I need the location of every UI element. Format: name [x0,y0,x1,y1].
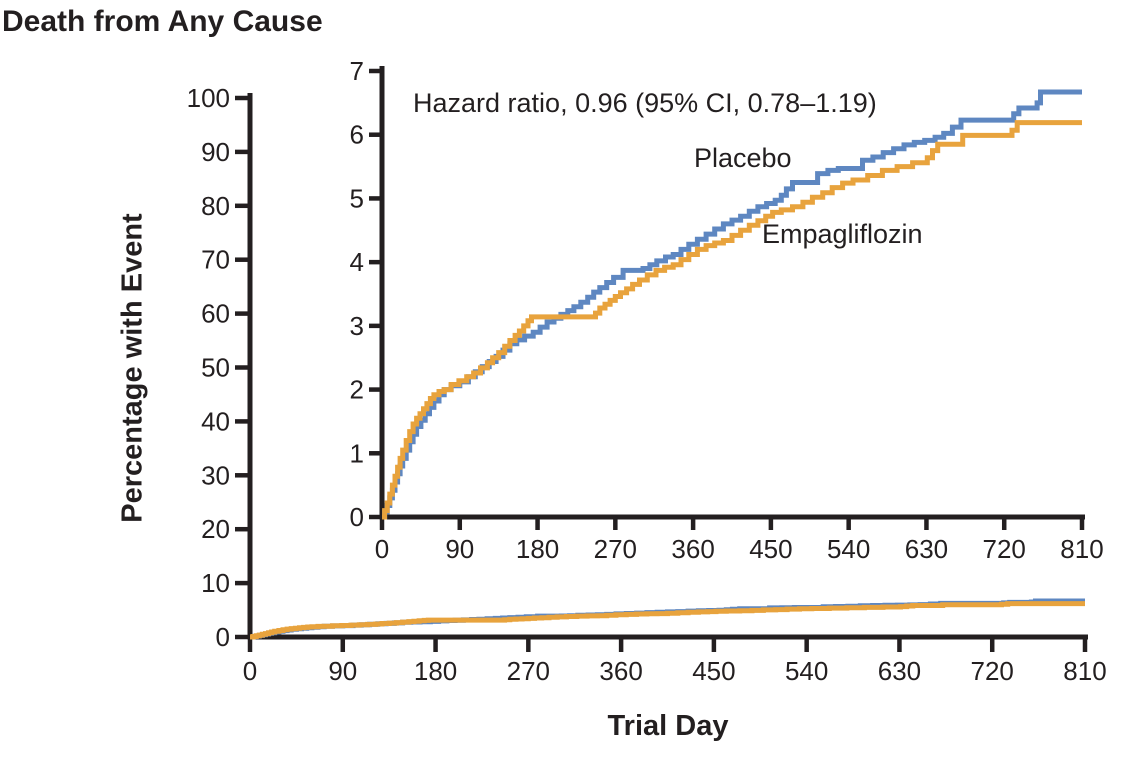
x-axis-title: Trial Day [607,710,729,742]
main-curve-empagliflozin [250,601,1085,640]
main-x-tick-label: 720 [971,656,1014,686]
main-y-tick-label: 30 [201,460,230,490]
main-x-tick-label: 90 [328,656,357,686]
chart-title: Death from Any Cause [2,5,323,38]
inset-x-tick-label: 630 [905,534,948,564]
inset-x-tick-label: 0 [375,534,389,564]
series-label-placebo: Placebo [694,143,792,173]
inset-y-tick-label: 5 [350,183,364,213]
main-x-tick-label: 0 [243,656,257,686]
main-x-tick-label: 270 [507,656,550,686]
main-y-tick-label: 60 [201,299,230,329]
inset-x-tick-label: 540 [827,534,870,564]
main-x-tick-label: 810 [1063,656,1106,686]
main-y-tick-label: 20 [201,514,230,544]
inset-y-tick-label: 7 [350,56,364,86]
main-x-tick-label: 450 [692,656,735,686]
inset-y-tick-label: 3 [350,311,364,341]
inset-x-tick-label: 810 [1060,534,1103,564]
inset-x-tick-label: 450 [749,534,792,564]
main-x-tick-label: 360 [599,656,642,686]
inset-curve-placebo [382,89,1082,520]
main-x-tick-label: 540 [785,656,828,686]
main-y-tick-label: 50 [201,353,230,383]
main-y-tick-label: 80 [201,191,230,221]
inset-y-tick-label: 6 [350,120,364,150]
inset-curve-empagliflozin [382,120,1082,520]
inset-y-tick-label: 2 [350,375,364,405]
series-label-empagliflozin: Empagliflozin [762,219,923,249]
inset-x-tick-label: 180 [516,534,559,564]
main-y-tick-label: 10 [201,568,230,598]
inset-y-tick-label: 0 [350,502,364,532]
inset-x-tick-label: 90 [445,534,474,564]
main-y-tick-label: 90 [201,137,230,167]
main-y-tick-label: 40 [201,406,230,436]
inset-x-tick-label: 720 [983,534,1026,564]
main-x-tick-label: 630 [878,656,921,686]
main-y-tick-label: 0 [216,622,230,652]
inset-y-tick-label: 4 [350,247,364,277]
main-x-tick-label: 180 [414,656,457,686]
hazard-ratio-annotation: Hazard ratio, 0.96 (95% CI, 0.78–1.19) [413,88,877,118]
inset-x-tick-label: 270 [594,534,637,564]
inset-y-tick-label: 1 [350,438,364,468]
main-y-tick-label: 70 [201,245,230,275]
main-y-tick-label: 100 [187,83,230,113]
y-axis-title: Percentage with Event [116,213,149,523]
inset-x-tick-label: 360 [671,534,714,564]
